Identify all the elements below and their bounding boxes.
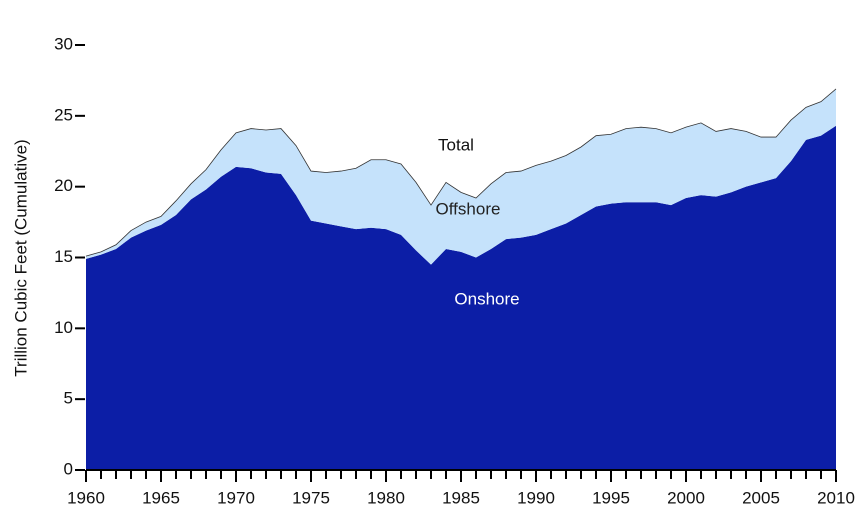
x-tick-label: 1985 [442, 488, 480, 507]
series-label: Onshore [454, 289, 519, 308]
x-tick-label: 2000 [667, 488, 705, 507]
y-tick-label: 0 [64, 459, 73, 478]
area [86, 125, 836, 470]
series-label: Offshore [436, 199, 501, 218]
y-tick-label: 10 [54, 318, 73, 337]
y-tick-label: 20 [54, 176, 73, 195]
x-tick-label: 2005 [742, 488, 780, 507]
y-axis-label: Trillion Cubic Feet (Cumulative) [11, 139, 30, 376]
y-tick-label: 5 [64, 389, 73, 408]
area [86, 88, 836, 265]
x-tick-label: 2010 [817, 488, 855, 507]
x-tick-label: 1990 [517, 488, 555, 507]
x-tick-label: 1965 [142, 488, 180, 507]
annotation: Total [438, 135, 474, 154]
y-tick-label: 15 [54, 247, 73, 266]
total-line [85, 88, 837, 257]
x-tick-label: 1975 [292, 488, 330, 507]
x-tick-label: 1980 [367, 488, 405, 507]
y-tick-label: 25 [54, 105, 73, 124]
x-tick-label: 1995 [592, 488, 630, 507]
y-tick-label: 30 [54, 34, 73, 53]
x-tick-label: 1970 [217, 488, 255, 507]
x-tick-label: 1960 [67, 488, 105, 507]
